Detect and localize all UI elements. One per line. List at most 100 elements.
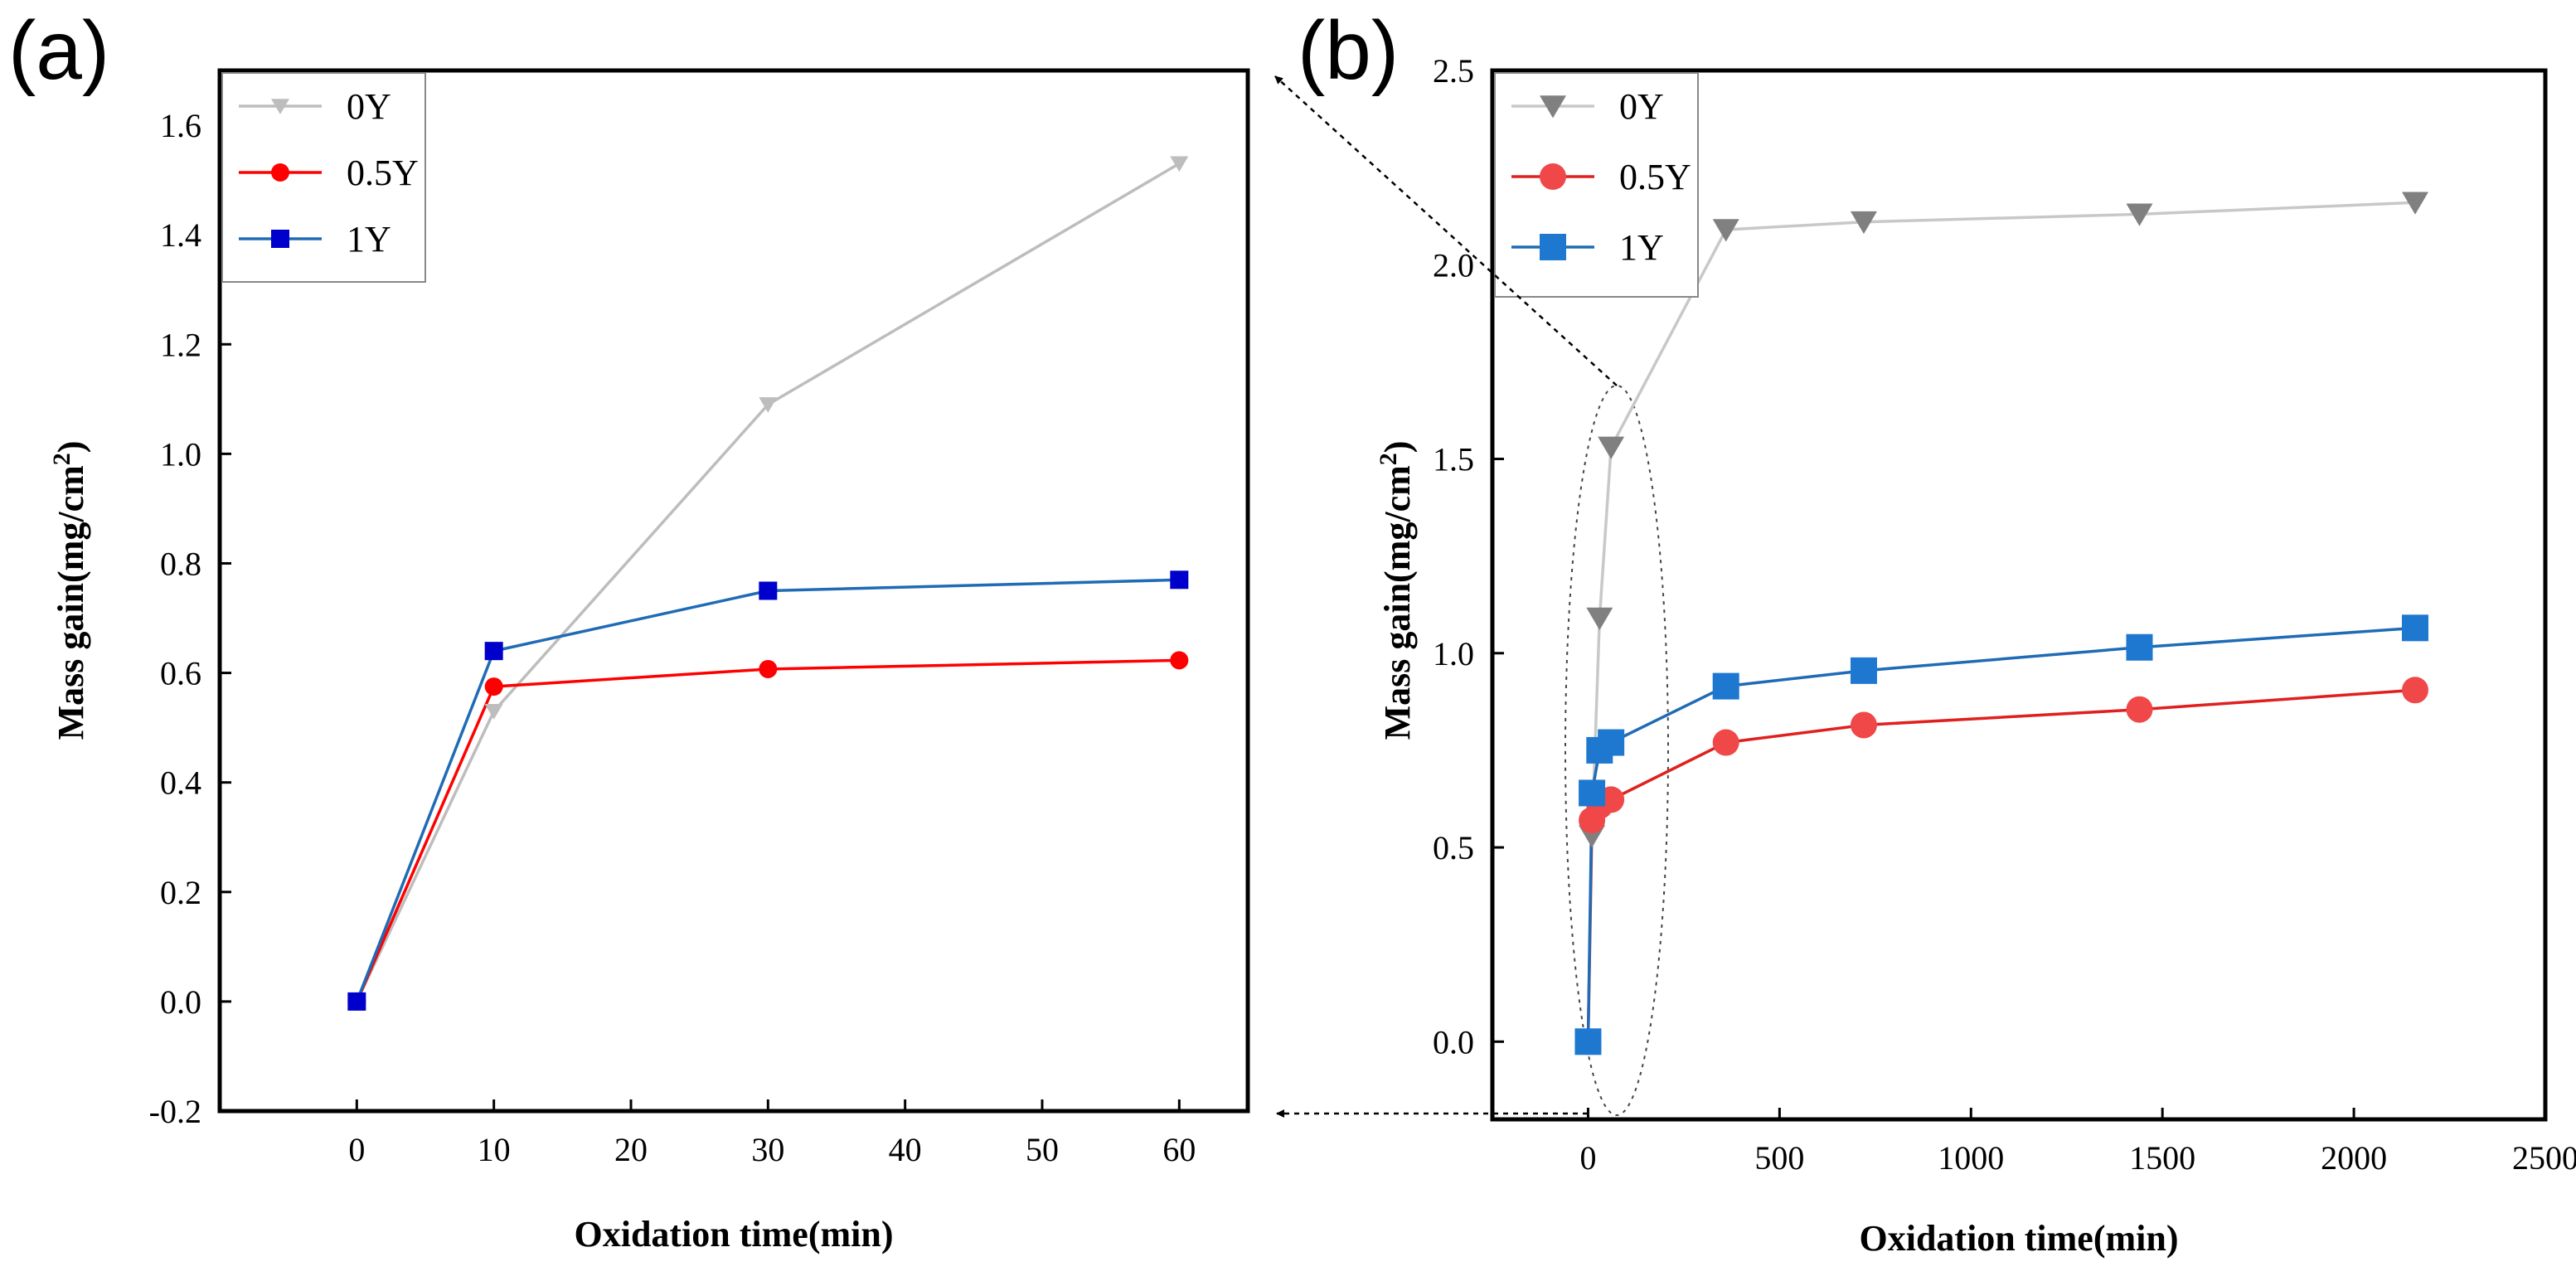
panel-a-plot-frame [217, 68, 1250, 1114]
panel-b-series-1y-point [2401, 614, 2428, 642]
panel-b-series-0y-point [2401, 192, 2428, 215]
panel-b-series-0-5y-point [2401, 677, 2428, 704]
panel-b-y-tick-label: 2.5 [1433, 52, 1474, 90]
panel-a-axes: 0 10 20 30 40 50 60 -0.2 0.0 0.2 0.4 0.6 0.8 1.0 1.2 1.… [149, 107, 1196, 1168]
panel-a-legend-0y-marker [271, 99, 289, 114]
panel-a-y-axis-title-close: ) [51, 441, 91, 454]
panel-b-series-0y-point [1586, 607, 1613, 631]
panel-b-series-0-5y-point [1712, 729, 1739, 756]
panel-a-legend-1y-label: 1Y [347, 219, 391, 260]
panel-b-legend-0-5y-marker [1540, 163, 1566, 190]
panel-b-series-0y-point [2126, 203, 2153, 226]
panel-b: (b) 0 500 1000 1500 2000 2500 0.0 0.5 1.0 1.5 2.0 2… [1298, 4, 2576, 1259]
panel-b-series-0y-point [1850, 211, 1877, 235]
panel-b-y-axis-title: Mass gain(mg/cm2) [1375, 441, 1418, 740]
panel-a-series-1y-line [355, 578, 1180, 1002]
panel-a-legend-box [221, 72, 426, 283]
panel-b-series-1y-point [1598, 729, 1625, 756]
panel-a-series-0-5y-point [484, 677, 503, 696]
panel-b-series-1y-point [1850, 657, 1877, 684]
panel-b-series-1y-line [1586, 626, 2416, 1042]
panel-b-series [1574, 192, 2428, 1055]
panel-b-legend-1y-label: 1Y [1619, 227, 1664, 268]
panel-a-y-tick-label: 0.6 [160, 655, 201, 692]
panel-a-y-tick-label: -0.2 [149, 1093, 201, 1130]
panel-b-series-0y-point [1712, 219, 1739, 242]
panel-b-legend-1y-marker [1540, 234, 1566, 260]
panel-a-series-0y-point [484, 704, 503, 720]
panel-b-y-tick-label: 1.5 [1433, 441, 1474, 478]
panel-a-series-1y-point [484, 642, 503, 661]
panel-a-x-tick-label: 20 [614, 1131, 648, 1168]
panel-b-legend-0-5y-label: 0.5Y [1619, 157, 1691, 197]
panel-b-legend-0y-label: 0Y [1619, 86, 1664, 127]
panel-a-y-tick-label: 0.4 [160, 764, 201, 802]
panel-a: (a) 0 10 20 30 40 50 60 -0.2 0.0 0.2 0.4 0.6 0.8 1.0 1… [8, 4, 1250, 1254]
panel-b-y-tick-label: 0.5 [1433, 829, 1474, 866]
panel-a-y-axis-title: Mass gain(mg/cm2) [48, 441, 91, 740]
panel-a-x-tick-label: 0 [348, 1131, 365, 1168]
panel-b-x-tick-label: 500 [1754, 1139, 1804, 1177]
panel-b-plot-frame [1490, 68, 2548, 1122]
panel-a-series [347, 156, 1189, 1011]
panel-b-series-0-5y-point [2126, 696, 2153, 723]
panel-a-y-tick-label: 0.2 [160, 874, 201, 911]
panel-b-x-tick-label: 1500 [2129, 1139, 2195, 1177]
panel-a-y-axis-title-superscript: 2 [48, 453, 75, 465]
panel-a-x-tick-label: 50 [1026, 1131, 1059, 1168]
panel-b-y-tick-label: 2.0 [1433, 246, 1474, 284]
panel-b-y-tick-label: 0.0 [1433, 1023, 1474, 1060]
panel-b-axes: 0 500 1000 1500 2000 2500 0.0 0.5 1.0 1.5 2.0 2.5 [1433, 52, 2576, 1177]
panel-a-series-1y-point [1170, 570, 1189, 590]
panel-b-legend-box [1494, 72, 1699, 298]
panel-b-label: (b) [1298, 4, 1399, 97]
panel-b-x-axis-title: Oxidation time(min) [1860, 1218, 2179, 1259]
panel-a-series-1y-point [347, 992, 366, 1011]
panel-a-series-0-5y-line [355, 658, 1180, 1002]
panel-b-x-tick-label: 1000 [1938, 1139, 2004, 1177]
panel-a-legend-0-5y-marker [271, 163, 289, 182]
panel-b-y-tick-label: 1.0 [1433, 635, 1474, 672]
panel-a-y-axis-title-main: Mass gain(mg/cm [51, 465, 91, 740]
panel-b-x-tick-label: 2500 [2512, 1139, 2576, 1177]
panel-b-y-axis-title-main: Mass gain(mg/cm [1377, 465, 1418, 740]
zoom-region-ellipse [1565, 385, 1669, 1116]
panel-a-series-0y-line [355, 162, 1181, 1002]
panel-b-series-1y-point [1579, 779, 1606, 807]
panel-b-y-axis-title-close: ) [1377, 441, 1418, 454]
panel-a-y-tick-label: 0.8 [160, 545, 201, 582]
panel-b-series-1y-point [1712, 672, 1739, 700]
panel-a-x-tick-label: 30 [751, 1131, 784, 1168]
panel-b-y-axis-title-superscript: 2 [1375, 453, 1402, 465]
zoom-arrow-top [1274, 75, 1618, 386]
panel-b-series-1y-point [2126, 633, 2153, 661]
panel-b-legend: 0Y 0.5Y 1Y [1494, 72, 1699, 298]
panel-b-legend-0y-marker [1540, 95, 1566, 119]
panel-b-series-0-5y-point [1850, 711, 1877, 739]
panel-a-x-axis-title: Oxidation time(min) [575, 1214, 894, 1254]
panel-a-series-0y-point [1170, 156, 1189, 172]
panel-a-y-tick-label: 1.2 [160, 326, 201, 363]
panel-b-x-tick-label: 0 [1579, 1139, 1596, 1177]
panel-b-series-0y-line [1586, 201, 2416, 1042]
panel-a-y-tick-label: 1.6 [160, 107, 201, 144]
panel-a-x-tick-label: 60 [1162, 1131, 1196, 1168]
panel-a-y-tick-label: 0.0 [160, 983, 201, 1021]
panel-a-legend-1y-marker [271, 230, 289, 248]
panel-b-series-0-5y-line [1586, 688, 2416, 1042]
panel-a-series-0-5y-point [1170, 651, 1189, 670]
panel-a-legend: 0Y 0.5Y 1Y [221, 72, 426, 283]
panel-b-series-0y-point [1598, 436, 1625, 459]
panel-a-x-tick-label: 40 [889, 1131, 922, 1168]
panel-a-legend-0-5y-label: 0.5Y [347, 153, 419, 193]
panel-a-series-1y-point [759, 581, 778, 600]
panel-a-label: (a) [8, 4, 109, 97]
panel-a-x-tick-label: 10 [478, 1131, 511, 1168]
panel-b-x-tick-label: 2000 [2321, 1139, 2387, 1177]
panel-a-series-0-5y-point [759, 659, 778, 678]
panel-a-series-0y-point [759, 397, 778, 413]
panel-a-legend-0y-label: 0Y [347, 86, 391, 127]
panel-a-y-tick-label: 1.0 [160, 435, 201, 473]
panel-b-series-1y-point [1574, 1028, 1602, 1055]
